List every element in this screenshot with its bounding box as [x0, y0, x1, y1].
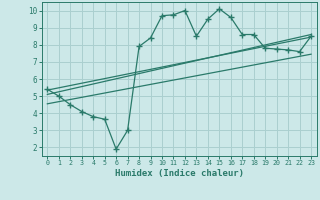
- X-axis label: Humidex (Indice chaleur): Humidex (Indice chaleur): [115, 169, 244, 178]
